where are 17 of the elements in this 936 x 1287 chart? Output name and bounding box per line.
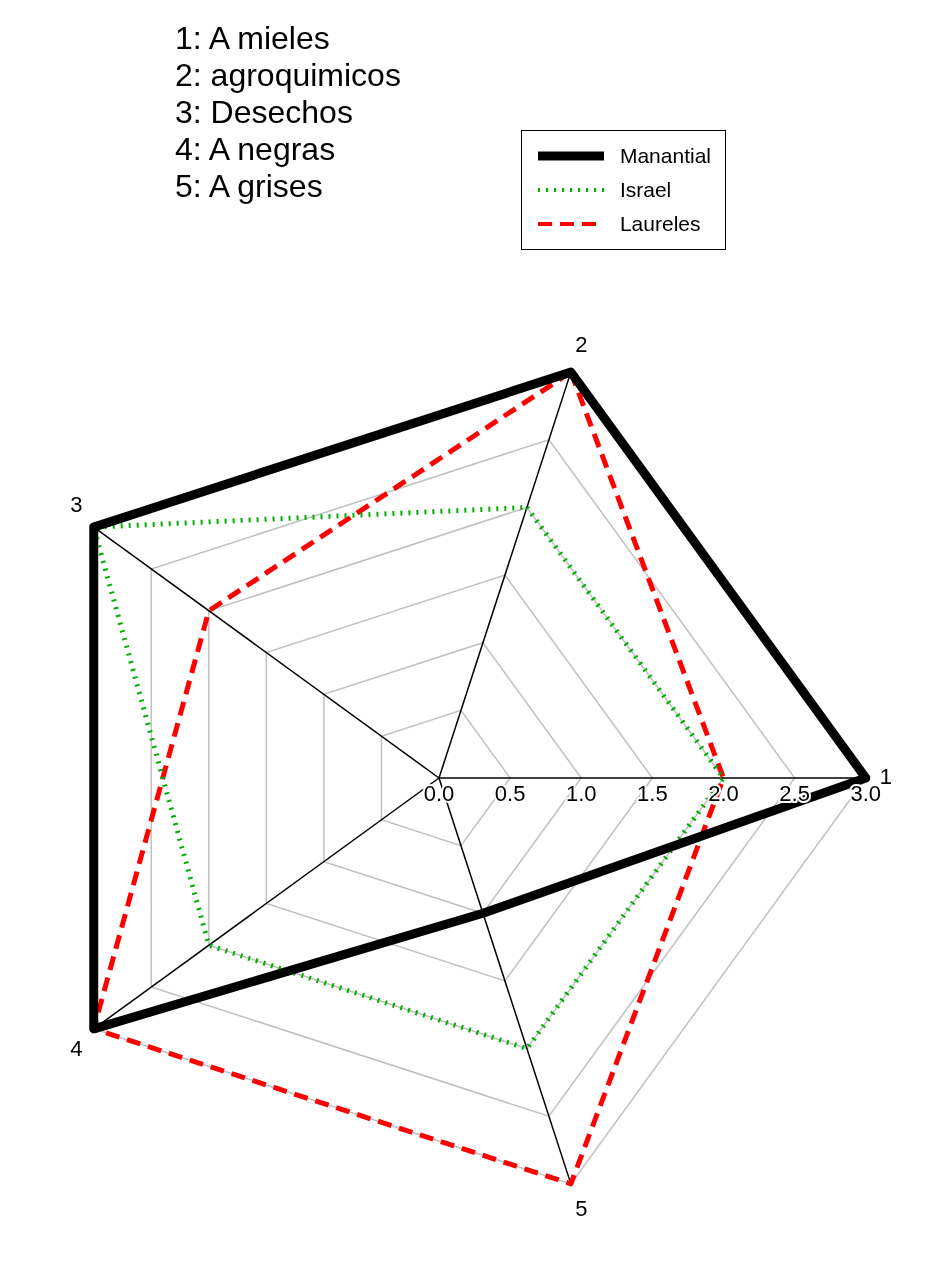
text: 2: agroquimicos <box>175 57 401 94</box>
legend-label: Manantial <box>619 144 711 168</box>
spoke-label: 4 <box>70 1036 83 1062</box>
text: 3: Desechos <box>175 94 354 131</box>
text: 4: A negras <box>175 131 337 168</box>
spoke-label: 3 <box>70 491 83 517</box>
spoke-label: 5 <box>575 1196 588 1222</box>
y-tick-label: 0.5 <box>494 781 526 807</box>
legend-label: Laureles <box>619 212 701 236</box>
text: 5: A grises <box>175 168 324 205</box>
spoke-label: 1 <box>879 764 893 790</box>
legend-label: Israel <box>619 178 672 202</box>
y-tick-label: 1.0 <box>565 781 597 807</box>
y-tick-label: 1.5 <box>637 781 668 807</box>
spoke-label: 2 <box>575 331 588 357</box>
text: 1: A mieles <box>175 20 331 57</box>
y-tick-label: 3.0 <box>850 781 882 807</box>
